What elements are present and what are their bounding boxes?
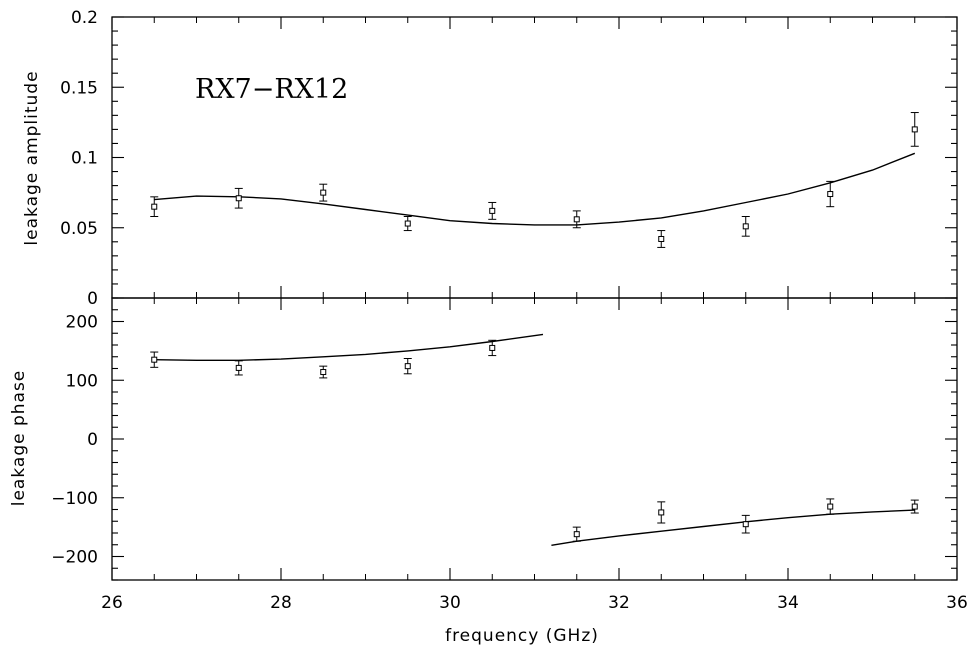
panel-0-data-point [742,223,749,230]
panel-0-data-point [827,191,834,198]
panel-0-data-point [911,126,918,133]
xlabel: frequency (GHz) [445,626,599,646]
panel-1-y-tick-label: 200 [66,313,98,333]
panel-0-data-point [151,203,158,210]
panel-1-y-tick-label: 0 [87,430,98,450]
panel-1-data-point [658,509,665,516]
x-tick-label: 36 [946,593,968,613]
panel-0-data-point [320,189,327,196]
panel-0-y-tick-label: 0.2 [71,8,98,28]
panel-1-data-point [404,363,411,370]
panel-0-y-tick-label: 0.15 [60,78,98,98]
panel-0-data-point [235,195,242,202]
panel-1-data-point [151,356,158,363]
bottom-ylabel: leakage phase [9,370,29,507]
panel-0-data-point [658,235,665,242]
panel-1-frame [111,297,958,581]
x-tick-label: 30 [439,593,461,613]
panel-1-y-tick-label: 100 [66,371,98,391]
panel-1-data-point [235,364,242,371]
panel-1-data-point [573,531,580,538]
panel-1-y-tick-label: −200 [51,548,98,568]
x-tick-label: 26 [101,593,123,613]
panel-1-data-point [911,503,918,510]
panel-0-model-curve-0 [154,152,916,226]
x-tick-label: 34 [777,593,799,613]
panel-0-y-tick-label: 0.05 [60,219,98,239]
panel-1-data-point [489,344,496,351]
panel-1-model-curve-1 [551,509,915,546]
panel-1-data-point [742,521,749,528]
panel-1-data-point [320,369,327,376]
panel-1-model-curve-0 [154,333,544,361]
panel-0-data-point [489,207,496,214]
top-ylabel: leakage amplitude [22,70,42,245]
panel-0-data-point [573,216,580,223]
x-tick-label: 32 [608,593,630,613]
panel-0-y-tick-label: 0.1 [71,149,98,169]
panel-0-data-point [404,220,411,227]
x-tick-label: 28 [270,593,292,613]
panel-0-frame [111,16,958,299]
panel-1-data-point [827,503,834,510]
panel-0-y-tick-label: 0 [87,289,98,309]
annotation-label: RX7−RX12 [195,74,348,105]
panel-1-y-tick-label: −100 [51,489,98,509]
